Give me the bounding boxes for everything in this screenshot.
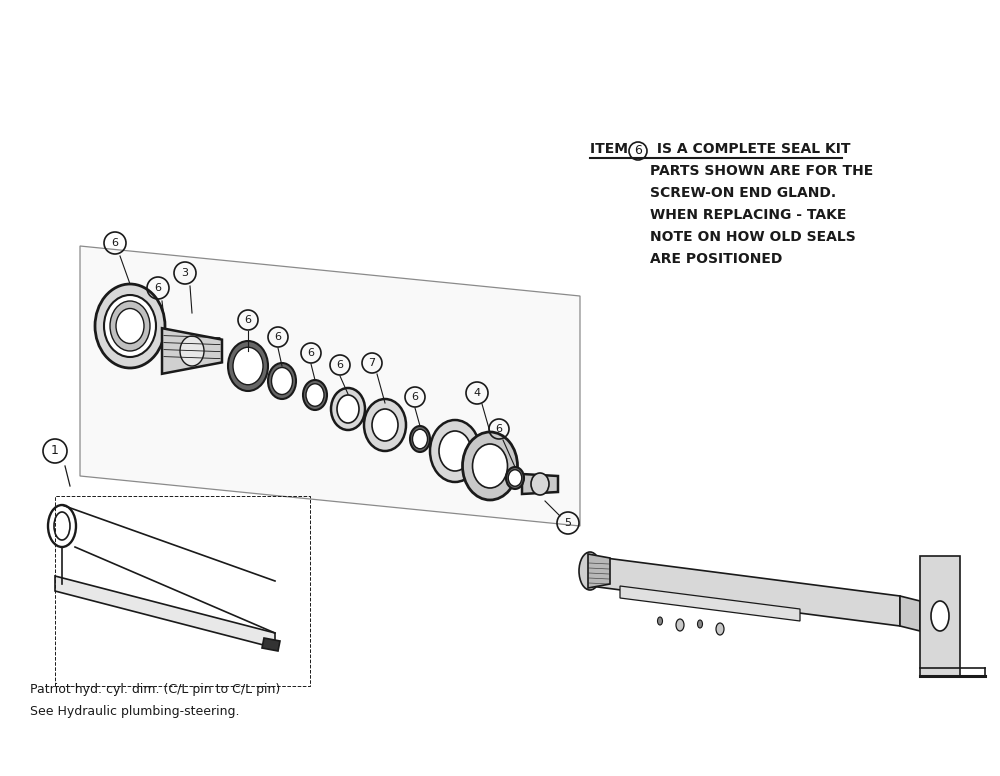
Ellipse shape [337, 395, 359, 423]
Ellipse shape [579, 552, 601, 590]
Polygon shape [588, 554, 610, 588]
Text: See Hydraulic plumbing-steering.: See Hydraulic plumbing-steering. [30, 705, 240, 718]
Polygon shape [920, 556, 960, 676]
Text: 1: 1 [51, 445, 59, 458]
Ellipse shape [233, 347, 263, 385]
Text: 4: 4 [473, 388, 481, 398]
Ellipse shape [95, 284, 165, 368]
Ellipse shape [364, 399, 406, 451]
Text: 7: 7 [368, 358, 376, 368]
Ellipse shape [413, 429, 428, 449]
Ellipse shape [462, 432, 518, 500]
Text: Patriot hyd. cyl. dim. (C/L pin to C/L pin): Patriot hyd. cyl. dim. (C/L pin to C/L p… [30, 683, 280, 696]
Ellipse shape [410, 426, 430, 452]
Ellipse shape [272, 368, 292, 394]
Text: 6: 6 [412, 392, 418, 402]
Text: WHEN REPLACING - TAKE: WHEN REPLACING - TAKE [650, 208, 846, 222]
Polygon shape [590, 556, 900, 626]
Ellipse shape [931, 601, 949, 631]
Ellipse shape [716, 623, 724, 635]
Ellipse shape [676, 619, 684, 631]
Ellipse shape [531, 473, 549, 495]
Text: SCREW-ON END GLAND.: SCREW-ON END GLAND. [650, 186, 836, 200]
Ellipse shape [508, 469, 522, 487]
Polygon shape [80, 246, 580, 526]
Ellipse shape [303, 380, 327, 410]
Text: 6: 6 [274, 332, 282, 342]
Text: 6: 6 [336, 360, 344, 370]
Polygon shape [900, 596, 920, 631]
Ellipse shape [473, 444, 508, 488]
Ellipse shape [306, 384, 324, 407]
Ellipse shape [110, 301, 150, 351]
Text: NOTE ON HOW OLD SEALS: NOTE ON HOW OLD SEALS [650, 230, 856, 244]
Ellipse shape [658, 617, 662, 625]
Text: 5: 5 [564, 518, 572, 528]
Text: IS A COMPLETE SEAL KIT: IS A COMPLETE SEAL KIT [652, 142, 850, 156]
Text: ARE POSITIONED: ARE POSITIONED [650, 252, 782, 266]
Polygon shape [55, 576, 275, 648]
Text: 6: 6 [112, 238, 119, 248]
Ellipse shape [439, 431, 471, 471]
Polygon shape [522, 474, 558, 494]
Ellipse shape [228, 341, 268, 391]
Ellipse shape [506, 467, 524, 489]
Ellipse shape [104, 295, 156, 357]
Polygon shape [262, 638, 280, 651]
Text: 6: 6 [634, 144, 642, 158]
Text: 3: 3 [182, 268, 188, 278]
Ellipse shape [331, 388, 365, 430]
Text: ITEM: ITEM [590, 142, 633, 156]
Polygon shape [620, 586, 800, 621]
Ellipse shape [116, 309, 144, 344]
Text: 6: 6 [496, 424, 503, 434]
Ellipse shape [180, 336, 204, 366]
Text: PARTS SHOWN ARE FOR THE: PARTS SHOWN ARE FOR THE [650, 164, 873, 178]
Ellipse shape [268, 363, 296, 399]
Text: 6: 6 [244, 315, 252, 325]
Text: 6: 6 [154, 283, 162, 293]
Text: 6: 6 [308, 348, 314, 358]
Polygon shape [162, 328, 222, 374]
Ellipse shape [372, 409, 398, 441]
Ellipse shape [430, 420, 480, 482]
Ellipse shape [698, 620, 702, 628]
